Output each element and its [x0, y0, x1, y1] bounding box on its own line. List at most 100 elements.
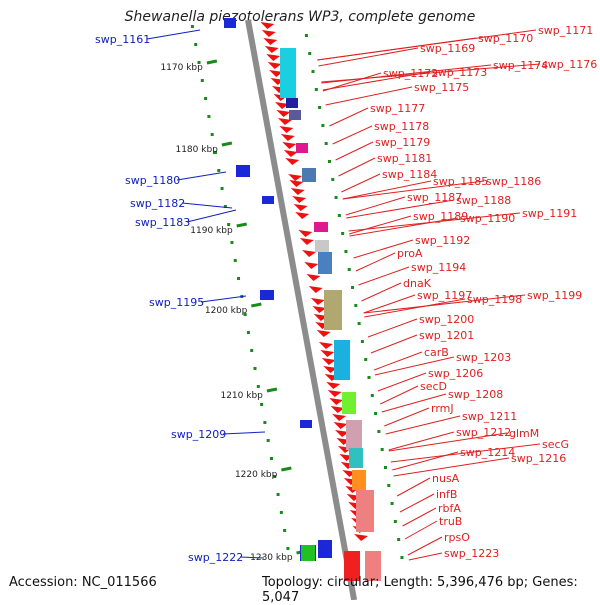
forward-gene-connector [329, 107, 369, 127]
reverse-gene-label: swp_1183 [135, 216, 190, 229]
forward-gene-label: swp_1170 [478, 32, 533, 45]
forward-gene-connector [374, 356, 455, 376]
forward-gene-label: dnaK [403, 277, 432, 290]
forward-gene-label: swp_1206 [428, 367, 483, 380]
forward-gene-connector [358, 266, 410, 286]
inner-dot [276, 493, 280, 496]
forward-gene-connector [380, 385, 419, 405]
forward-gene-arrow [333, 422, 348, 429]
forward-gene-arrow [290, 188, 305, 195]
forward-gene-label: swp_1199 [527, 289, 582, 302]
gene-block [346, 420, 362, 450]
forward-gene-label: swp_1191 [522, 207, 577, 220]
forward-gene-label: swp_1188 [456, 194, 511, 207]
inner-dot [207, 115, 211, 118]
forward-gene-label: swp_1200 [419, 313, 474, 326]
forward-gene-arrow [332, 414, 347, 421]
reverse-gene-connector [176, 171, 227, 181]
outer-dot [327, 160, 331, 163]
forward-gene-arrow [327, 390, 342, 397]
forward-gene-arrow [310, 298, 325, 305]
forward-gene-connector [388, 432, 508, 452]
gene-block [302, 168, 316, 182]
inner-dot [220, 187, 224, 190]
outer-dot [337, 214, 341, 217]
genome-backbone [245, 19, 358, 600]
forward-gene-label: swp_1223 [444, 547, 499, 560]
forward-gene-label: glmM [509, 427, 539, 440]
forward-gene-connector [364, 298, 466, 318]
gene-block [301, 545, 315, 561]
forward-gene-label: swp_1171 [538, 24, 593, 37]
forward-gene-label: carB [424, 346, 449, 359]
reverse-gene-connector [200, 295, 247, 303]
forward-gene-label: swp_1208 [448, 388, 503, 401]
forward-gene-arrow [267, 62, 282, 69]
inner-dot [246, 331, 250, 334]
reverse-gene-connector [186, 209, 237, 223]
reverse-gene-block [224, 18, 236, 28]
forward-gene-label: swp_1194 [411, 261, 466, 274]
forward-gene-arrow [302, 250, 317, 257]
reverse-gene-connector [146, 29, 201, 40]
scale-tick-label: 1170 kbp [160, 63, 203, 73]
forward-gene-label: swp_1179 [375, 136, 430, 149]
gene-block [352, 470, 366, 490]
outer-dot [318, 106, 322, 109]
reverse-gene-label: swp_1195 [149, 296, 204, 309]
outer-dot [304, 34, 308, 37]
reverse-gene-connector [239, 556, 265, 559]
forward-gene-connector [349, 215, 412, 235]
inner-dot [273, 475, 277, 478]
inner-dot [217, 169, 221, 172]
inner-dot [237, 277, 241, 280]
inner-dot [253, 367, 257, 370]
inner-dot [283, 529, 287, 532]
forward-gene-connector [317, 29, 537, 61]
forward-gene-arrow [329, 398, 344, 405]
outer-dot [370, 394, 374, 397]
scale-tick [221, 141, 233, 147]
forward-gene-connector [321, 63, 541, 83]
outer-dot [397, 538, 401, 541]
gene-block [365, 551, 381, 581]
scale-tick [266, 387, 278, 393]
reverse-gene-block [300, 420, 312, 428]
forward-gene-label: swp_1197 [417, 289, 472, 302]
outer-dot [354, 304, 358, 307]
forward-gene-connector [384, 407, 430, 427]
forward-gene-arrow [263, 38, 278, 45]
forward-gene-arrow [318, 342, 333, 349]
forward-gene-connector [342, 180, 432, 200]
reverse-gene-connector [222, 431, 266, 435]
scale-tick [281, 466, 292, 472]
scale-tick [206, 59, 218, 65]
forward-gene-arrow [323, 366, 338, 373]
forward-gene-connector [381, 393, 447, 413]
forward-gene-connector [388, 431, 455, 451]
inner-dot [286, 547, 290, 550]
forward-gene-connector [407, 536, 443, 556]
forward-gene-arrow [264, 46, 279, 53]
scale-tick-label: 1180 kbp [175, 145, 218, 155]
gene-block [280, 48, 296, 98]
inner-dot [256, 385, 260, 388]
forward-gene-connector [341, 173, 381, 193]
forward-gene-label: rbfA [438, 502, 461, 515]
forward-gene-label: infB [436, 488, 457, 501]
reverse-gene-connector [181, 202, 233, 209]
reverse-gene-block [260, 290, 274, 300]
outer-dot [387, 484, 391, 487]
inner-dot [263, 421, 267, 424]
inner-dot [260, 403, 264, 406]
forward-gene-arrow [354, 534, 369, 541]
inner-dot [279, 511, 283, 514]
forward-gene-connector [355, 252, 396, 272]
gene-block [334, 340, 350, 380]
forward-gene-arrow [299, 238, 314, 245]
forward-gene-arrow [266, 54, 281, 61]
forward-gene-arrow [321, 358, 336, 365]
reverse-gene-label: swp_1209 [171, 428, 226, 441]
inner-dot [210, 133, 214, 136]
reverse-gene-block [236, 165, 250, 177]
